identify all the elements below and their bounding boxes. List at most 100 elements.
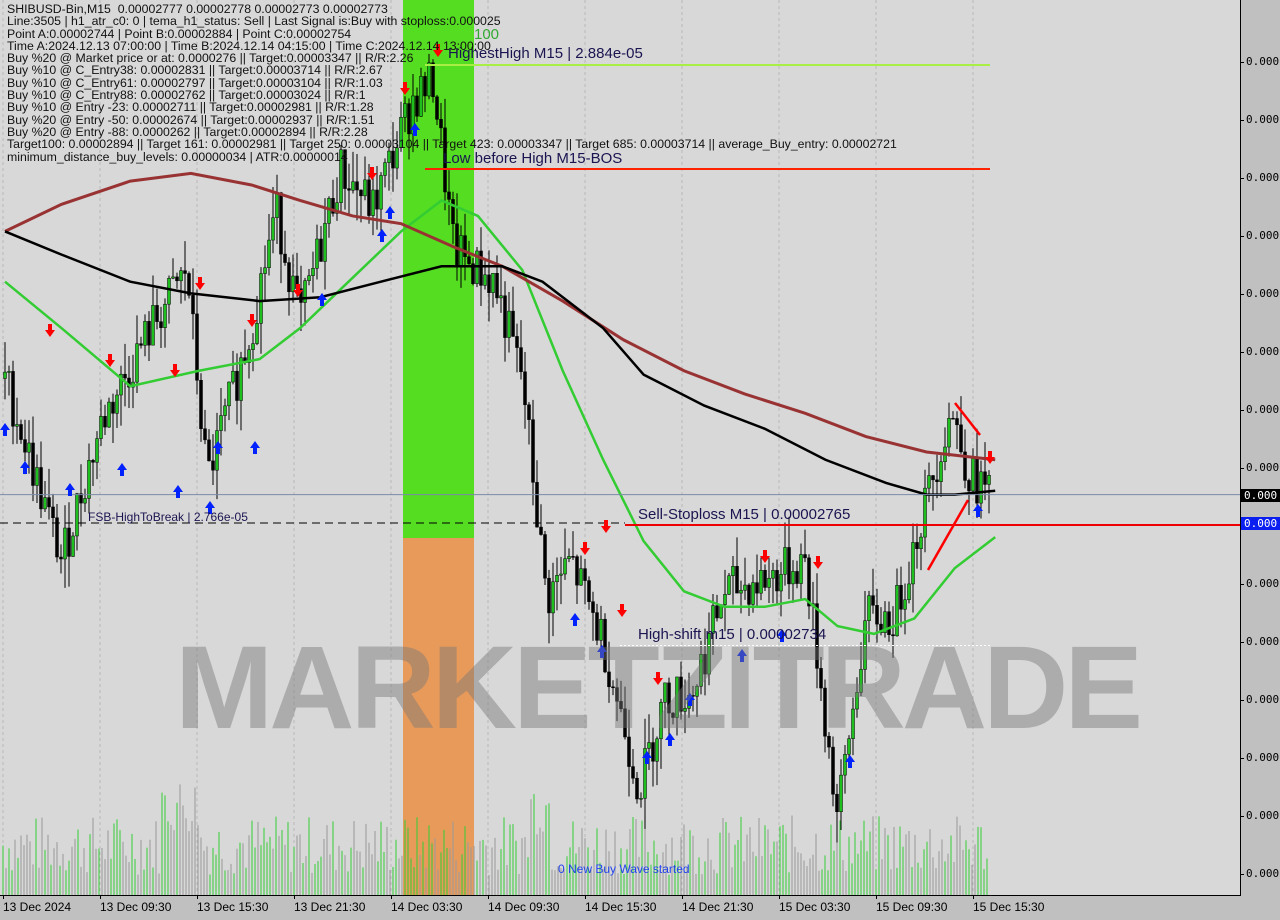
- candle-body: [775, 570, 779, 592]
- time-tick-label: 14 Dec 15:30: [585, 900, 657, 914]
- candle-body: [203, 428, 207, 441]
- candle-body: [147, 321, 151, 346]
- candle-body: [339, 149, 343, 203]
- price-tick-label: 0.000: [1246, 345, 1280, 358]
- info-line: Buy %20 @ Market price or at: 0.0000276 …: [7, 51, 414, 66]
- time-tick-label: 14 Dec 03:30: [391, 900, 463, 914]
- candle-body: [103, 416, 107, 428]
- candle-body: [139, 343, 143, 346]
- sell-arrow-icon: [580, 542, 590, 555]
- candle-body: [715, 605, 719, 619]
- buy-arrow-icon: [570, 613, 580, 626]
- candle-body: [955, 418, 959, 426]
- price-tick: [1240, 758, 1244, 759]
- time-tick: [294, 895, 295, 899]
- price-tick: [1240, 816, 1244, 817]
- pattern-line: [926, 499, 970, 571]
- plot-area[interactable]: MARKETZITRADE SHIBUSD-Bin,M15 0.00002777…: [0, 0, 1241, 896]
- candle-body: [903, 599, 907, 610]
- candle-body: [851, 708, 855, 739]
- candle-body: [211, 460, 215, 471]
- candle-body: [383, 162, 387, 176]
- candle-body: [823, 687, 827, 737]
- sell-arrow-icon: [760, 550, 770, 563]
- candle-body: [563, 558, 567, 575]
- candle-body: [767, 577, 771, 588]
- candle-body: [55, 517, 59, 558]
- candle-body: [599, 618, 603, 641]
- buy-arrow-icon: [685, 693, 695, 706]
- time-tick-label: 15 Dec 03:30: [779, 900, 851, 914]
- info-line: minimum_distance_buy_levels: 0.00000034 …: [7, 149, 348, 164]
- candle-body: [675, 676, 679, 718]
- candle-body: [231, 370, 235, 383]
- time-tick: [197, 895, 198, 899]
- candle-body: [267, 239, 271, 268]
- time-tick: [585, 895, 586, 899]
- indicator-info: SHIBUSD-Bin,M15 0.00002777 0.00002778 0.…: [7, 3, 897, 163]
- info-line: Point A:0.00002744 | Point B:0.00002884 …: [7, 26, 352, 41]
- candle-body: [807, 557, 811, 607]
- candle-body: [519, 347, 523, 373]
- candle-body: [7, 371, 11, 373]
- info-line: Target100: 0.00002894 || Target 161: 0.0…: [7, 137, 897, 152]
- candle-body: [371, 189, 375, 216]
- price-tick-label: 0.000: [1246, 867, 1280, 880]
- candle-body: [499, 295, 503, 299]
- candle-body: [827, 735, 831, 748]
- price-tick-label: 0.000: [1246, 55, 1280, 68]
- candle-body: [51, 506, 55, 518]
- candle-body: [983, 471, 987, 485]
- candle-body: [795, 571, 799, 584]
- candle-body: [271, 217, 275, 241]
- info-line: Buy %10 @ C_Entry61: 0.00002797 || Targe…: [7, 75, 383, 90]
- candle-body: [731, 566, 735, 577]
- info-line: SHIBUSD-Bin,M15 0.00002777 0.00002778 0.…: [7, 2, 388, 16]
- candle-body: [319, 238, 323, 262]
- sell-arrow-icon: [105, 354, 115, 367]
- candle-body: [467, 256, 471, 264]
- candle-body: [483, 274, 487, 286]
- candle-body: [843, 754, 847, 776]
- candle-body: [871, 595, 875, 606]
- candle-body: [123, 373, 127, 379]
- candle-body: [299, 288, 303, 303]
- candle-body: [967, 480, 971, 492]
- candle-body: [587, 580, 591, 602]
- watermark-text: MARKETZITRADE: [175, 622, 1143, 754]
- candle-body: [575, 556, 579, 586]
- buy-arrow-icon: [213, 441, 223, 454]
- low-before-high-label: Low before High M15-BOS: [443, 150, 623, 167]
- price-tick-label: 0.000: [1246, 287, 1280, 300]
- candle-body: [915, 542, 919, 549]
- candle-body: [507, 310, 511, 338]
- buy-arrow-icon: [173, 485, 183, 498]
- candle-body: [739, 590, 743, 594]
- buy-arrow-icon: [777, 629, 787, 642]
- time-tick: [682, 895, 683, 899]
- info-line: Buy %20 @ Entry -88: 0.0000262 || Target…: [7, 124, 368, 139]
- buy-arrow-icon: [205, 501, 215, 514]
- candle-body: [39, 467, 43, 510]
- candle-body: [67, 527, 71, 557]
- candle-body: [219, 415, 223, 431]
- candle-body: [191, 295, 195, 315]
- candle-body: [959, 424, 963, 453]
- candle-body: [235, 370, 239, 401]
- candle-body: [815, 603, 819, 669]
- candle-body: [631, 766, 635, 779]
- buy-arrow-icon: [385, 206, 395, 219]
- buy-arrow-icon: [973, 504, 983, 517]
- candle-body: [487, 274, 491, 293]
- price-tick-label: 0.000: [1246, 229, 1280, 242]
- candle-body: [539, 526, 543, 535]
- candle-body: [111, 401, 115, 414]
- sell-arrow-icon: [985, 451, 995, 464]
- zone-label: 100: [474, 26, 500, 43]
- watermark: MARKETZITRADE: [175, 620, 1143, 756]
- candle-body: [175, 276, 179, 282]
- candle-body: [895, 585, 899, 637]
- sell-arrow-icon: [601, 520, 611, 533]
- sell-arrow-icon: [653, 672, 663, 685]
- price-tick: [1240, 874, 1244, 875]
